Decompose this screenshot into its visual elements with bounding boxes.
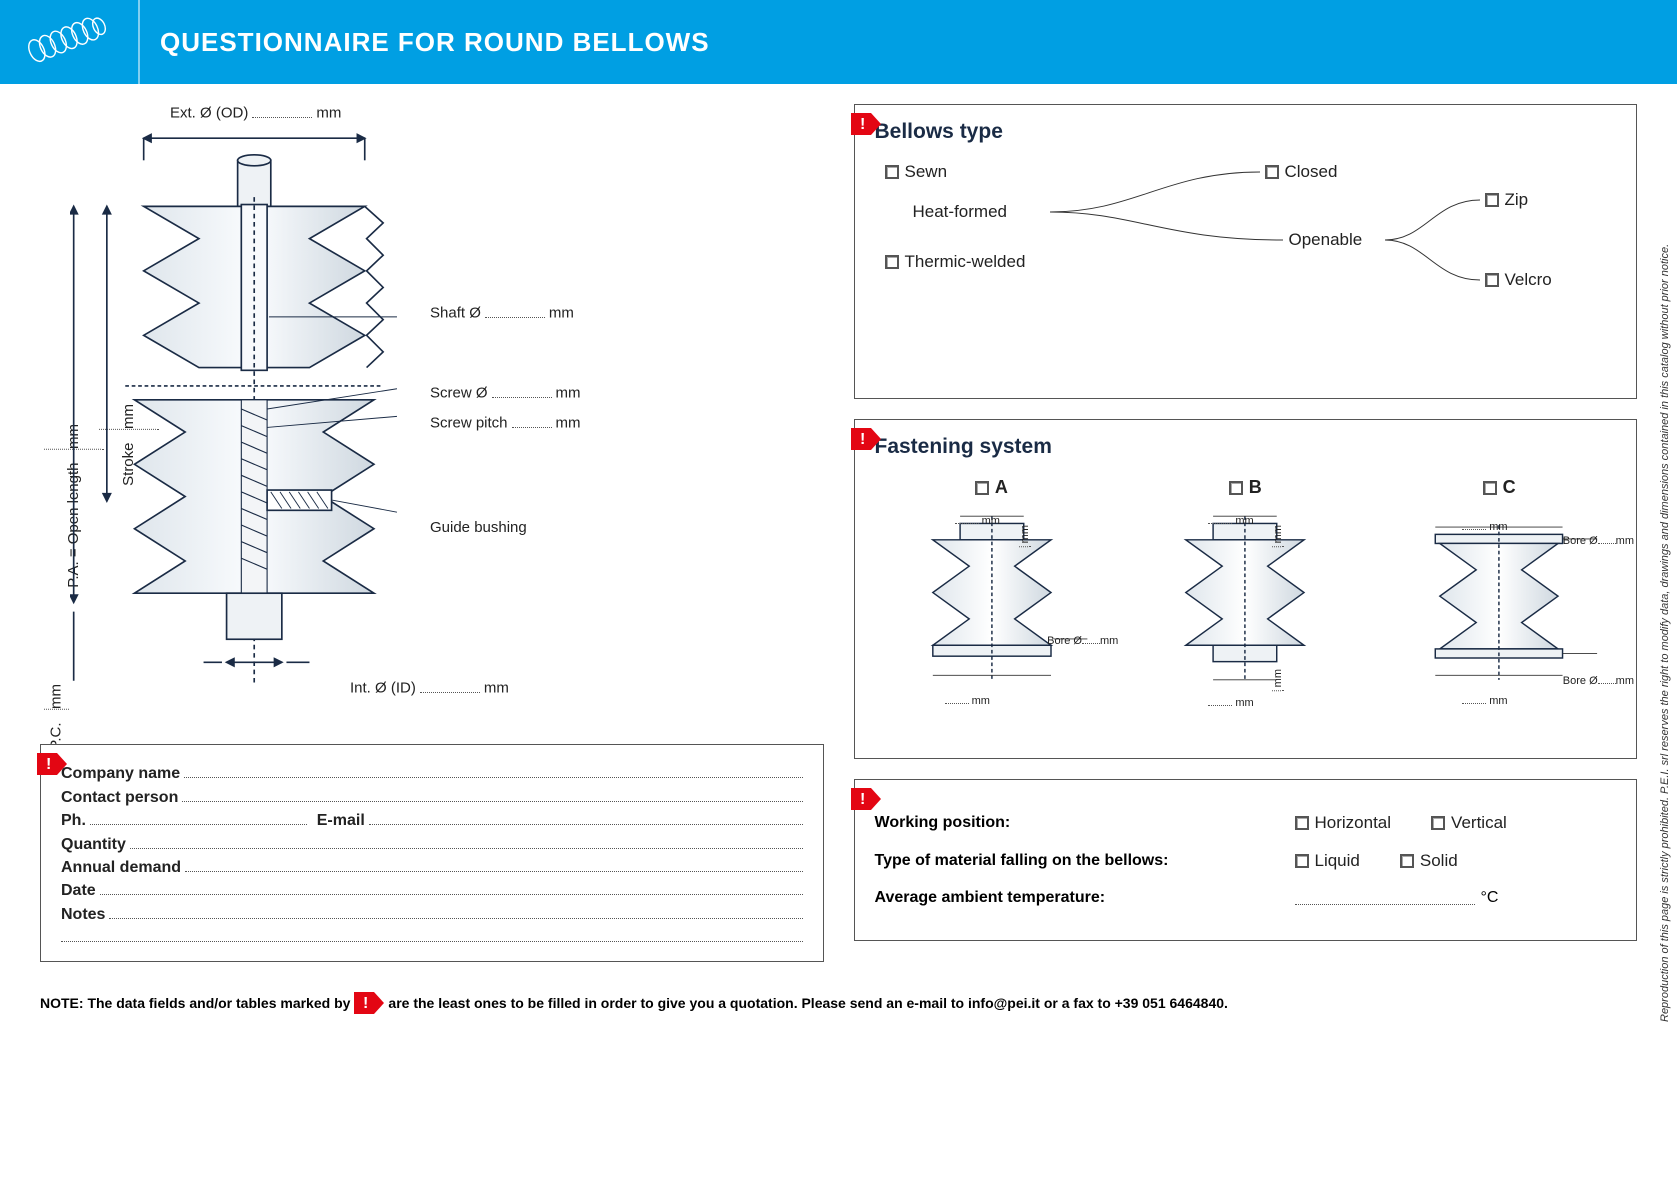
company-name-field[interactable] <box>184 764 802 778</box>
required-marker-icon: ! <box>851 428 881 450</box>
fastening-title: Fastening system <box>875 435 1617 459</box>
notes-label: Notes <box>61 906 105 924</box>
avg-temp-field[interactable] <box>1295 891 1475 905</box>
copyright-note: Reproduction of this page is strictly pr… <box>1659 100 1671 1165</box>
required-marker-icon: ! <box>851 788 881 810</box>
notes-field-2[interactable] <box>61 928 803 942</box>
screw-pitch-label: Screw pitchmm <box>430 414 581 432</box>
contact-person-label: Contact person <box>61 789 178 807</box>
fastening-a-icon <box>875 498 1109 698</box>
solid-option[interactable]: Solid <box>1400 851 1458 871</box>
date-label: Date <box>61 882 96 900</box>
ph-field[interactable] <box>90 811 307 825</box>
pc-label: P.C.mm <box>40 684 73 750</box>
brand-logo <box>0 0 140 84</box>
quantity-field[interactable] <box>130 834 803 848</box>
guide-bushing-label: Guide bushing <box>430 519 527 536</box>
annual-demand-field[interactable] <box>185 858 802 872</box>
email-label: E-mail <box>317 812 365 830</box>
liquid-option[interactable]: Liquid <box>1295 851 1360 871</box>
avg-temp-label: Average ambient temperature: <box>875 889 1295 907</box>
fastening-a[interactable]: A <box>875 477 1109 737</box>
notes-field[interactable] <box>109 904 802 918</box>
contact-person-field[interactable] <box>182 787 802 801</box>
fastening-b[interactable]: B mm mm <box>1128 477 1362 737</box>
svg-text:!: ! <box>860 791 865 808</box>
fastening-panel: ! Fastening system A <box>854 419 1638 759</box>
vertical-option[interactable]: Vertical <box>1431 813 1507 833</box>
email-field[interactable] <box>369 811 803 825</box>
page-title: QUESTIONNAIRE FOR ROUND BELLOWS <box>160 27 710 58</box>
company-name-label: Company name <box>61 765 180 783</box>
company-panel: ! Company name Contact person Ph. E-mail… <box>40 744 824 962</box>
bellows-logo-icon <box>19 17 119 67</box>
svg-text:!: ! <box>46 756 51 773</box>
required-marker-icon: ! <box>354 992 384 1014</box>
svg-text:!: ! <box>860 116 865 133</box>
bellows-drawing-icon <box>70 114 420 704</box>
bellows-type-panel: ! Bellows type Sewn Heat-formed Thermic-… <box>854 104 1638 399</box>
bellows-type-tree: Sewn Heat-formed Thermic-welded Closed O… <box>885 162 1617 332</box>
ph-label: Ph. <box>61 812 86 830</box>
fastening-b-icon <box>1128 498 1362 698</box>
svg-text:!: ! <box>363 995 368 1012</box>
footer-note: NOTE: The data fields and/or tables mark… <box>0 992 1677 1014</box>
annual-demand-label: Annual demand <box>61 859 181 877</box>
horizontal-option[interactable]: Horizontal <box>1295 813 1392 833</box>
material-type-label: Type of material falling on the bellows: <box>875 852 1295 870</box>
page-header: QUESTIONNAIRE FOR ROUND BELLOWS <box>0 0 1677 84</box>
bellows-type-title: Bellows type <box>875 120 1617 144</box>
required-marker-icon: ! <box>37 753 67 775</box>
date-field[interactable] <box>100 881 803 895</box>
temp-unit: °C <box>1481 889 1499 907</box>
shaft-label: Shaft Ømm <box>430 304 574 322</box>
working-position-label: Working position: <box>875 814 1295 832</box>
conditions-panel: ! Working position: Horizontal Vertical … <box>854 779 1638 941</box>
required-marker-icon: ! <box>851 113 881 135</box>
svg-text:!: ! <box>860 431 865 448</box>
tree-lines-icon <box>885 162 1585 332</box>
quantity-label: Quantity <box>61 836 126 854</box>
screw-label: Screw Ømm <box>430 384 581 402</box>
main-diagram: P.A. = Open lengthmm Strokemm P.C.mm Ext… <box>40 104 824 744</box>
fastening-c[interactable]: C <box>1382 477 1616 737</box>
